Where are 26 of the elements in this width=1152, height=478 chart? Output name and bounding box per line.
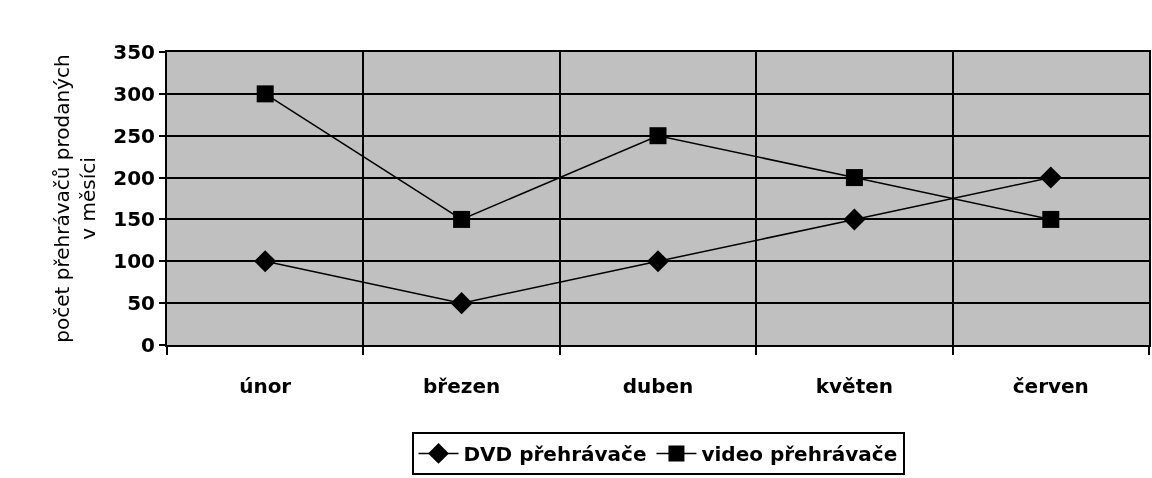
x-tick-label: květen [815, 374, 894, 398]
x-tick-label: únor [239, 374, 292, 398]
y-tick-label: 200 [113, 165, 155, 190]
point [649, 127, 667, 145]
point [845, 169, 863, 187]
y-tick-label: 100 [113, 249, 155, 274]
point [843, 208, 866, 231]
x-tick-label: březen [423, 374, 501, 398]
point [453, 210, 471, 228]
point [1042, 210, 1060, 228]
y-tick-label: 350 [113, 40, 155, 64]
point [1039, 166, 1062, 189]
y-tick-label: 300 [113, 81, 155, 106]
x-tick-label: červen [1012, 374, 1089, 398]
y-tick-label: 250 [113, 123, 155, 148]
y-tick-label: 50 [127, 291, 155, 316]
y-axis-title: počet přehrávačů prodaných v měsíci [50, 54, 101, 343]
point [646, 250, 670, 273]
point [450, 292, 473, 315]
y-tick-label: 150 [113, 207, 155, 232]
legend-label: video přehrávače [701, 442, 898, 467]
y-tick-label: 0 [141, 333, 155, 357]
point [256, 85, 274, 103]
legend-label: DVD přehrávače [463, 442, 647, 467]
x-tick-label: duben [622, 374, 694, 398]
point [254, 250, 277, 273]
